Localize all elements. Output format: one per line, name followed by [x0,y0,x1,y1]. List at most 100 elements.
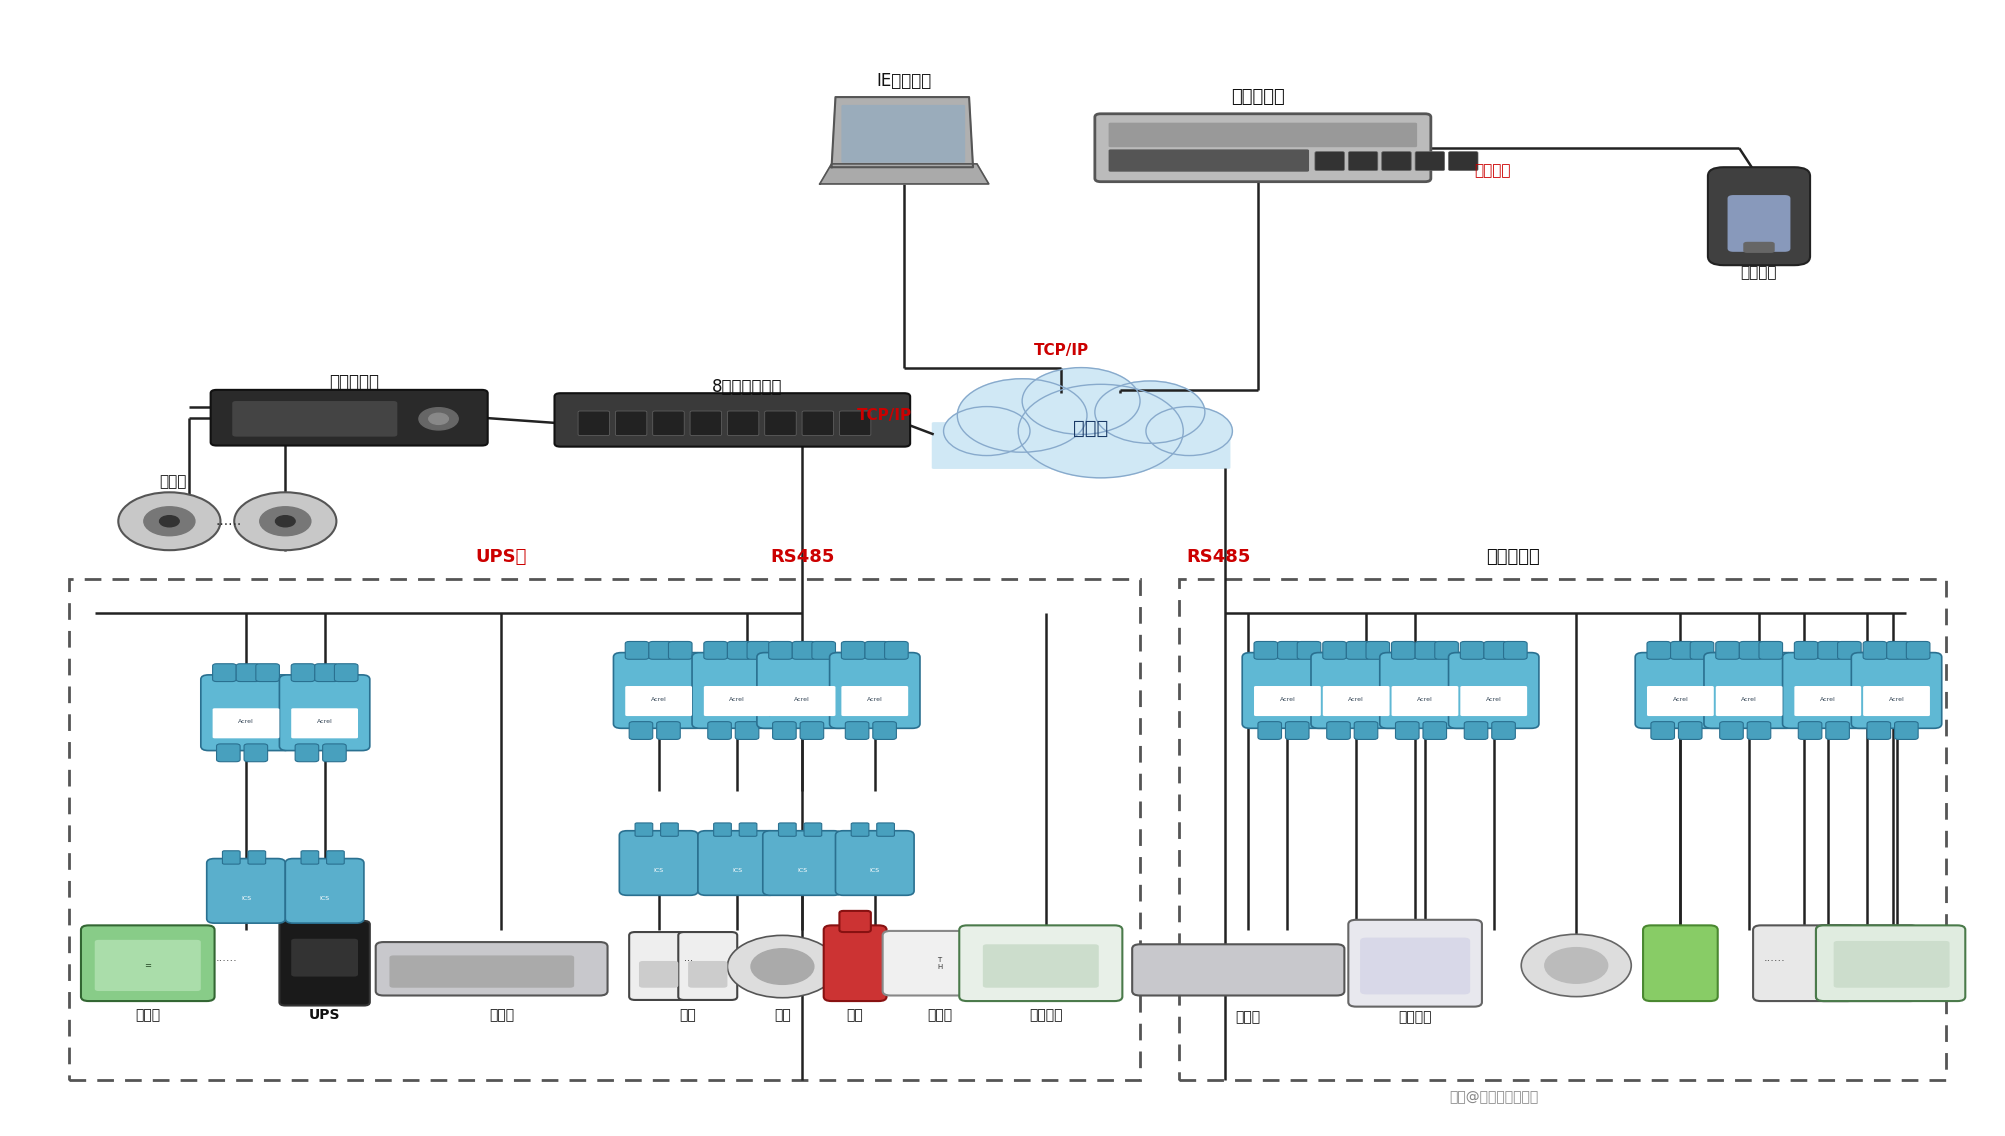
FancyBboxPatch shape [1752,926,1855,1001]
Text: 头条@智能化弱电工程: 头条@智能化弱电工程 [1450,1089,1538,1104]
FancyBboxPatch shape [758,652,848,728]
FancyBboxPatch shape [335,663,359,682]
FancyBboxPatch shape [1285,721,1309,740]
FancyBboxPatch shape [636,822,654,836]
FancyBboxPatch shape [1504,642,1528,659]
Circle shape [160,516,178,527]
FancyBboxPatch shape [1851,652,1941,728]
FancyBboxPatch shape [1381,151,1412,170]
Text: Acrel: Acrel [1740,696,1756,702]
FancyBboxPatch shape [1379,652,1470,728]
Text: 新风机: 新风机 [1235,1010,1261,1024]
Text: Acrel: Acrel [1347,696,1363,702]
FancyBboxPatch shape [982,944,1099,987]
FancyBboxPatch shape [768,642,792,659]
FancyBboxPatch shape [728,642,752,659]
FancyBboxPatch shape [291,663,315,682]
FancyBboxPatch shape [207,859,285,924]
FancyBboxPatch shape [630,932,688,1000]
Text: Acrel: Acrel [794,696,810,702]
FancyBboxPatch shape [840,411,870,435]
FancyBboxPatch shape [1327,721,1349,740]
FancyBboxPatch shape [1460,642,1484,659]
FancyBboxPatch shape [804,822,822,836]
FancyBboxPatch shape [1315,151,1345,170]
FancyBboxPatch shape [279,675,369,751]
FancyBboxPatch shape [830,652,920,728]
FancyBboxPatch shape [626,642,650,659]
FancyBboxPatch shape [1646,642,1670,659]
FancyBboxPatch shape [1720,721,1742,740]
FancyBboxPatch shape [1738,642,1762,659]
FancyBboxPatch shape [94,939,200,991]
Text: 开关: 开关 [680,1008,696,1021]
FancyBboxPatch shape [1448,151,1478,170]
FancyBboxPatch shape [1704,652,1794,728]
Text: RS485: RS485 [1187,548,1251,566]
Text: 硬盘录像机: 硬盘录像机 [329,373,379,391]
FancyBboxPatch shape [1782,652,1873,728]
FancyBboxPatch shape [688,961,728,987]
FancyBboxPatch shape [762,830,842,895]
FancyBboxPatch shape [1359,937,1470,994]
FancyBboxPatch shape [1277,642,1301,659]
FancyBboxPatch shape [740,822,758,836]
FancyBboxPatch shape [678,932,738,1000]
Circle shape [419,408,459,429]
Text: Acrel: Acrel [1821,696,1837,702]
FancyBboxPatch shape [1323,686,1389,716]
Polygon shape [820,164,988,184]
FancyBboxPatch shape [80,926,215,1001]
Circle shape [728,935,838,997]
FancyBboxPatch shape [1690,642,1714,659]
Text: UPS: UPS [309,1008,341,1021]
FancyBboxPatch shape [1133,944,1345,995]
FancyBboxPatch shape [1253,642,1277,659]
FancyBboxPatch shape [315,663,339,682]
Text: 四层主机房: 四层主机房 [1486,548,1540,566]
FancyBboxPatch shape [245,744,267,762]
FancyBboxPatch shape [1794,686,1861,716]
FancyBboxPatch shape [842,105,964,162]
Circle shape [261,507,311,536]
FancyBboxPatch shape [1907,642,1931,659]
FancyBboxPatch shape [1347,642,1369,659]
Text: 监控服务器: 监控服务器 [1231,89,1285,106]
Text: ICS: ICS [870,868,880,874]
FancyBboxPatch shape [1464,721,1488,740]
FancyBboxPatch shape [1817,926,1919,1001]
FancyBboxPatch shape [213,663,237,682]
FancyBboxPatch shape [1347,151,1377,170]
Text: ...: ... [684,953,692,962]
FancyBboxPatch shape [1670,642,1694,659]
FancyBboxPatch shape [958,926,1123,1001]
Text: 8口串口服务器: 8口串口服务器 [712,377,782,395]
FancyBboxPatch shape [764,411,796,435]
FancyBboxPatch shape [1817,926,1965,1001]
FancyBboxPatch shape [375,942,608,995]
FancyBboxPatch shape [1839,642,1861,659]
FancyBboxPatch shape [1636,652,1726,728]
FancyBboxPatch shape [301,851,319,864]
Circle shape [1522,934,1632,996]
Text: ......: ...... [1764,953,1786,962]
FancyBboxPatch shape [692,652,782,728]
FancyBboxPatch shape [1716,642,1738,659]
FancyBboxPatch shape [1257,721,1281,740]
FancyBboxPatch shape [211,390,487,445]
Text: TCP/IP: TCP/IP [1035,343,1089,359]
FancyBboxPatch shape [1746,721,1770,740]
FancyBboxPatch shape [1798,721,1823,740]
FancyBboxPatch shape [846,721,868,740]
FancyBboxPatch shape [249,851,265,864]
FancyBboxPatch shape [708,721,732,740]
Circle shape [1544,947,1608,984]
Text: Acrel: Acrel [317,719,333,724]
Text: Acrel: Acrel [652,696,666,702]
FancyBboxPatch shape [295,744,319,762]
FancyBboxPatch shape [658,721,680,740]
FancyBboxPatch shape [690,411,722,435]
FancyBboxPatch shape [1347,920,1482,1006]
FancyBboxPatch shape [217,744,241,762]
Text: =: = [144,961,150,970]
